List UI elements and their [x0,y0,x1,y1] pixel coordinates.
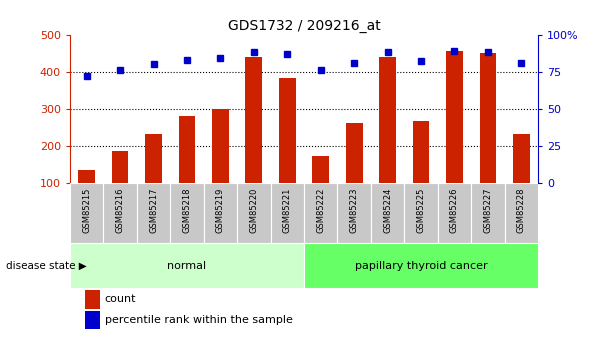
Bar [204,183,237,243]
Bar [304,183,337,243]
Text: GSM85221: GSM85221 [283,188,292,233]
Title: GDS1732 / 209216_at: GDS1732 / 209216_at [227,19,381,33]
Bar [137,183,170,243]
Bar [446,51,463,183]
Text: disease state ▶: disease state ▶ [6,261,87,270]
Text: GSM85218: GSM85218 [182,188,192,233]
Bar [371,183,404,243]
Bar [438,183,471,243]
Text: count: count [105,295,136,304]
Text: percentile rank within the sample: percentile rank within the sample [105,315,292,325]
Text: papillary thyroid cancer: papillary thyroid cancer [354,261,488,270]
Bar [112,151,128,183]
Bar [480,53,496,183]
Text: GSM85223: GSM85223 [350,188,359,233]
Bar [70,183,103,243]
Bar [271,183,304,243]
Bar [78,170,95,183]
Text: GSM85227: GSM85227 [483,188,492,233]
Bar [313,156,329,183]
Bar [145,134,162,183]
Bar [304,243,538,288]
Text: GSM85217: GSM85217 [149,188,158,233]
Text: GSM85225: GSM85225 [416,188,426,233]
Bar [179,116,195,183]
Bar [170,183,204,243]
Bar [279,78,295,183]
Bar [246,57,262,183]
Bar [103,183,137,243]
Bar [413,120,429,183]
Text: GSM85220: GSM85220 [249,188,258,233]
Bar [513,134,530,183]
Text: GSM85226: GSM85226 [450,188,459,233]
Text: GSM85219: GSM85219 [216,188,225,233]
Text: GSM85224: GSM85224 [383,188,392,233]
Text: GSM85216: GSM85216 [116,188,125,233]
Bar [70,243,304,288]
Bar [337,183,371,243]
Bar [471,183,505,243]
Bar [237,183,271,243]
Bar [346,123,362,183]
Bar [379,57,396,183]
Text: GSM85215: GSM85215 [82,188,91,233]
Bar [212,109,229,183]
Text: normal: normal [167,261,207,270]
Bar [404,183,438,243]
Bar [505,183,538,243]
Text: GSM85222: GSM85222 [316,188,325,233]
Text: GSM85228: GSM85228 [517,188,526,233]
